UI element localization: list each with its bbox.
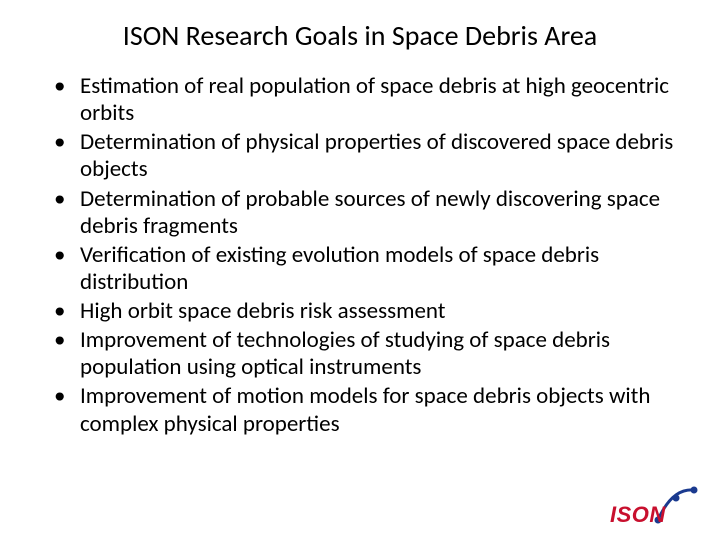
bullet-item: Improvement of technologies of studying … <box>48 327 690 381</box>
logo-text: ISON <box>610 502 666 528</box>
bullet-item: Determination of physical properties of … <box>48 129 690 183</box>
slide-title: ISON Research Goals in Space Debris Area <box>30 18 690 53</box>
bullet-item: Verification of existing evolution model… <box>48 242 690 296</box>
bullet-item: High orbit space debris risk assessment <box>48 298 690 325</box>
slide-container: ISON Research Goals in Space Debris Area… <box>0 0 720 540</box>
bullet-item: Determination of probable sources of new… <box>48 186 690 240</box>
ison-logo: ISON <box>610 486 696 528</box>
bullet-item: Improvement of motion models for space d… <box>48 383 690 437</box>
bullet-item: Estimation of real population of space d… <box>48 73 690 127</box>
bullet-list: Estimation of real population of space d… <box>30 73 690 438</box>
